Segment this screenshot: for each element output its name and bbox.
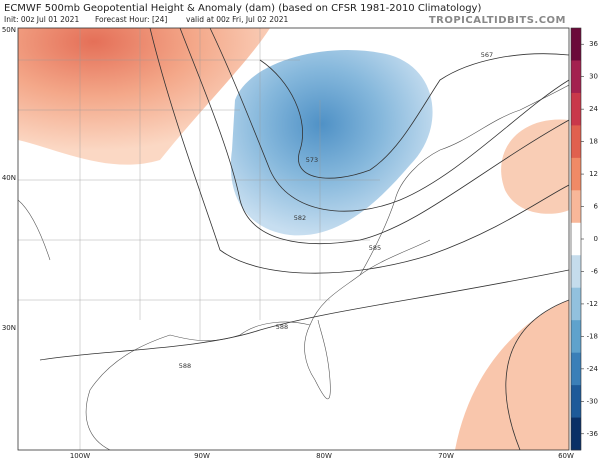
colorbar-segment [571,60,581,94]
map-frame [17,27,570,451]
colorbar-tick-label: 18 [589,138,598,146]
colorbar-segment [571,352,581,386]
lon-label: 70W [438,452,454,460]
colorbar-tick-label: -24 [587,365,599,373]
contour-label: 567 [481,51,493,59]
colorbar-segment [571,28,581,61]
title: ECMWF 500mb Geopotential Height & Anomal… [4,3,481,14]
lat-label: 30N [2,324,16,332]
lon-label: 100W [70,452,90,460]
contour-label: 585 [369,244,381,252]
forecast-hour: Forecast Hour: [24] [95,15,167,24]
map-area [18,28,569,450]
colorbar-tick-label: 12 [589,170,598,178]
colorbar: 36 30 24 18 12 6 0 -6 -12 -18 -24 -30 -36 [570,27,599,451]
site-credit: TROPICALTIDBITS.COM [429,15,566,26]
colorbar-tick-label: 0 [594,235,598,243]
contour-label: 582 [294,214,306,222]
colorbar-segment [571,222,581,256]
colorbar-tick-label: -12 [587,300,598,308]
colorbar-tick-label: 30 [589,73,598,81]
colorbar-segment [571,255,581,288]
init-time: Init: 00z Jul 01 2021 [4,15,79,24]
colorbar-tick-label: 36 [589,40,598,48]
colorbar-tick-label: -18 [587,332,598,340]
colorbar-segment [571,92,581,126]
contour-label: 588 [179,362,191,370]
colorbar-segment [571,417,581,451]
lat-label: 40N [2,174,16,182]
colorbar-tick-label: 6 [594,203,599,211]
colorbar-segment [571,157,581,191]
colorbar-segment [571,190,581,224]
colorbar-segment [571,320,581,353]
colorbar-segment [571,125,581,159]
colorbar-segment [571,385,581,418]
lon-label: 90W [194,452,210,460]
lat-label: 50N [2,26,16,34]
colorbar-tick-label: -36 [587,430,599,438]
colorbar-tick-label: -30 [587,397,598,405]
colorbar-tick-label: 24 [589,105,598,113]
lon-label: 80W [316,452,332,460]
colorbar-tick-label: -6 [591,267,599,275]
contour-label: 573 [306,156,318,164]
colorbar-segment [571,287,581,321]
valid-time: valid at 00z Fri, Jul 02 2021 [186,15,289,24]
contour-label: 588 [276,323,288,331]
lon-label: 60W [558,452,574,460]
